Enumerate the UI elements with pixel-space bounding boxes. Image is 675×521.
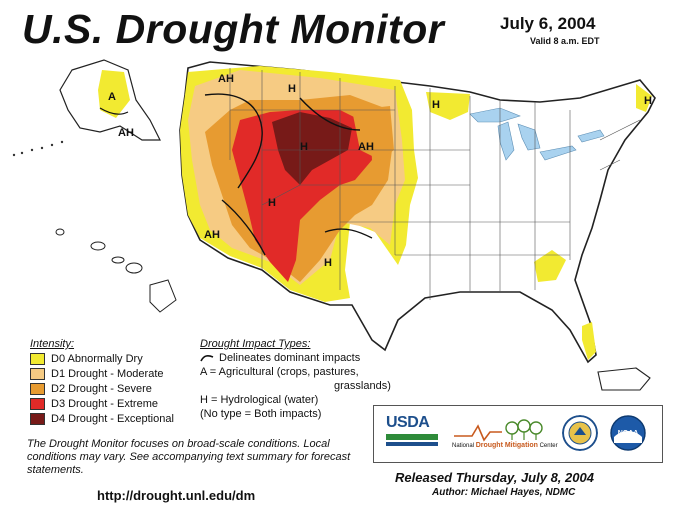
label-northwest-ah: AH [218, 73, 234, 85]
impact-both: (No type = Both impacts) [200, 408, 322, 420]
label-great-lakes-h: H [432, 99, 440, 111]
impact-hydrological: H = Hydrological (water) [200, 394, 319, 406]
d0-florida [582, 322, 596, 360]
intensity-legend: D0 Abnormally Dry D1 Drought - Moderate … [30, 351, 174, 426]
release-date: Released Thursday, July 8, 2004 [395, 470, 594, 485]
aleutian-islands [12, 140, 64, 157]
usda-green-bar [386, 434, 438, 440]
swatch-d1 [30, 367, 45, 380]
legend-label-d1: D1 Drought - Moderate [51, 367, 164, 380]
ndmc-prefix: National [452, 443, 475, 449]
impact-labels: A AH AH H H AH H H H AH H [108, 73, 652, 269]
puerto-rico [597, 367, 651, 391]
commerce-seal-icon [562, 415, 598, 451]
usda-logo: USDA [386, 414, 438, 454]
legend-row-d4: D4 Drought - Exceptional [30, 411, 174, 426]
map-date: July 6, 2004 [500, 14, 596, 33]
label-california-ah: AH [204, 229, 220, 241]
legend-row-d1: D1 Drought - Moderate [30, 366, 174, 381]
legend-label-d2: D2 Drought - Severe [51, 382, 152, 395]
svg-text:NOAA: NOAA [618, 430, 639, 437]
impact-lines [204, 93, 373, 256]
label-texas-h: H [324, 257, 332, 269]
impact-delineates: Delineates dominant impacts [219, 352, 361, 364]
d4-west [272, 112, 352, 185]
drought-areas [180, 66, 652, 360]
impact-line-1: Delineates dominant impacts [200, 351, 391, 365]
usda-blue-bar [386, 442, 438, 446]
d0-carolina [534, 250, 566, 282]
legend-label-d3: D3 Drought - Extreme [51, 397, 158, 410]
legend-label-d4: D4 Drought - Exceptional [51, 412, 174, 425]
impact-agricultural: A = Agricultural (crops, pastures, [200, 366, 359, 378]
label-maine-h: H [644, 95, 652, 107]
usda-text: USDA [386, 414, 430, 431]
legend-row-d3: D3 Drought - Extreme [30, 396, 174, 411]
great-lakes [469, 107, 605, 161]
ndmc-label: National Drought Mitigation Center [452, 442, 558, 449]
impact-boundary-icon [200, 355, 214, 362]
ndmc-suffix: Center [539, 443, 558, 449]
drought-url[interactable]: http://drought.unl.edu/dm [97, 488, 256, 503]
impact-types-title: Drought Impact Types: [200, 338, 311, 350]
legend-row-d2: D2 Drought - Severe [30, 381, 174, 396]
map-title: U.S. Drought Monitor [22, 6, 445, 52]
swatch-d2 [30, 382, 45, 395]
author: Author: Michael Hayes, NDMC [432, 487, 576, 498]
label-dakota-ah: AH [358, 141, 374, 153]
ndmc-logo: National Drought Mitigation Center [452, 416, 592, 456]
swatch-d3 [30, 397, 45, 410]
legend-title: Intensity: [30, 338, 75, 350]
noaa-logo-icon: NOAA [610, 415, 646, 451]
label-alaska-ah: AH [118, 127, 134, 139]
label-montana-h: H [288, 83, 296, 95]
legend-label-d0: D0 Abnormally Dry [51, 352, 143, 365]
impact-types: Delineates dominant impacts A = Agricult… [200, 351, 391, 421]
swatch-d4 [30, 412, 45, 425]
label-wyoming-h: H [300, 141, 308, 153]
impact-agricultural-cont: grasslands) [334, 380, 391, 392]
hawaii [55, 228, 177, 313]
label-alaska-a: A [108, 91, 116, 103]
d0-great-lakes [426, 92, 470, 120]
label-utah-h: H [268, 197, 276, 209]
alaska-impact-line [99, 107, 129, 115]
valid-time: Valid 8 a.m. EDT [530, 36, 600, 46]
d0-maine [636, 84, 652, 112]
d2-dakota [352, 106, 394, 160]
legend-row-d0: D0 Abnormally Dry [30, 351, 174, 366]
ndmc-main: Drought Mitigation [475, 442, 538, 449]
disclaimer-note: The Drought Monitor focuses on broad-sca… [27, 438, 351, 476]
ndmc-emblem-icon [454, 419, 543, 442]
d0-alaska [98, 70, 130, 118]
swatch-d0 [30, 352, 45, 365]
partner-logos: USDA National Drought Mitigation Center … [373, 405, 663, 463]
